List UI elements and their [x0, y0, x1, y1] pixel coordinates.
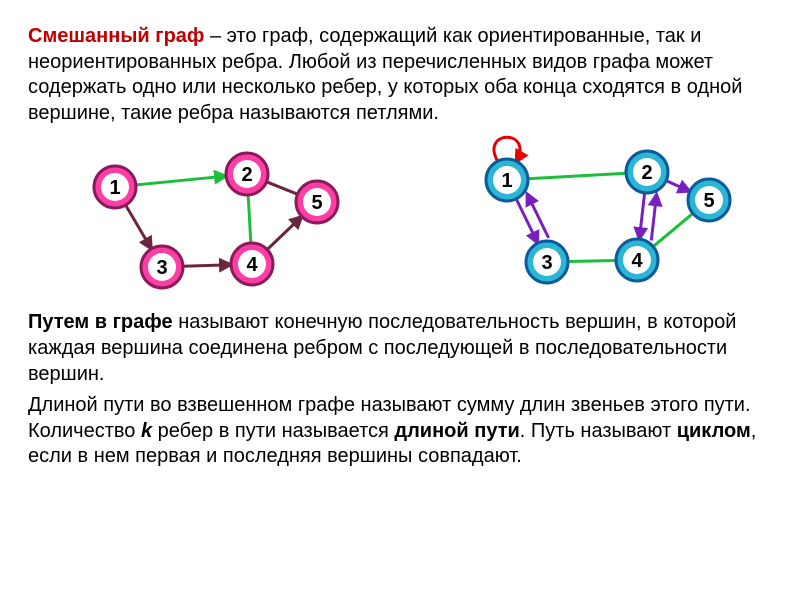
edge-2-5	[266, 182, 297, 194]
edge-3-4	[567, 261, 615, 262]
node-label-3: 3	[541, 252, 552, 274]
node-label-2: 2	[641, 162, 652, 184]
node-label-4: 4	[246, 254, 258, 276]
node-label-3: 3	[156, 257, 167, 279]
edge-3-1	[526, 194, 548, 238]
edge-2-5	[666, 181, 690, 192]
node-label-4: 4	[631, 250, 643, 272]
term-mixed-graph: Смешанный граф	[28, 25, 204, 47]
graph-a: 1 2 3 4 5	[62, 132, 362, 302]
edge-1-2	[527, 174, 625, 180]
definition-path: Путем в графе называют конечную последов…	[28, 310, 772, 387]
node-label-5: 5	[703, 190, 714, 212]
term-cycle: циклом	[677, 420, 751, 442]
node-label-1: 1	[501, 170, 512, 192]
term-length: длиной пути	[394, 420, 519, 442]
edge-4-5	[653, 214, 693, 247]
node-label-5: 5	[311, 192, 322, 214]
para3-b: ребер в пути называется	[152, 420, 394, 442]
edge-1-3	[125, 205, 151, 249]
graph-b: 1 2 3 4 5	[429, 132, 739, 302]
para3-k: k	[141, 420, 152, 442]
edge-2-4	[248, 195, 251, 243]
definition-length-cycle: Длиной пути во взвешенном графе называют…	[28, 393, 772, 470]
edge-3-4	[182, 265, 230, 267]
edge-4-2	[651, 195, 656, 241]
edge-1-2	[135, 176, 225, 185]
graphs-row: 1 2 3 4 5 1 2 3 4 5	[28, 132, 772, 302]
definition-mixed-graph: Смешанный граф – это граф, содержащий ка…	[28, 24, 772, 126]
edge-2-4	[639, 193, 644, 239]
para3-c: . Путь называют	[520, 420, 677, 442]
node-label-1: 1	[109, 177, 120, 199]
node-label-2: 2	[241, 164, 252, 186]
edge-4-5	[267, 217, 302, 250]
edge-1-3	[516, 199, 538, 243]
term-path: Путем в графе	[28, 311, 173, 333]
